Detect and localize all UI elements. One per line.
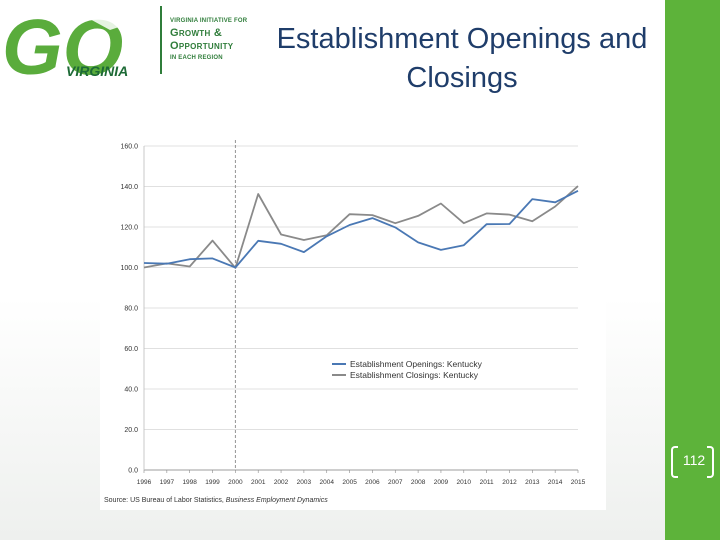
legend-label: Establishment Closings: Kentucky bbox=[350, 370, 479, 380]
chart-source: Source: US Bureau of Labor Statistics, B… bbox=[104, 497, 328, 504]
x-tick-label: 1999 bbox=[205, 479, 220, 486]
x-tick-label: 2008 bbox=[411, 479, 426, 486]
slide-title: Establishment Openings and Closings bbox=[262, 20, 662, 98]
x-tick-label: 2000 bbox=[228, 479, 243, 486]
logo-virginia-text: VIRGINIA bbox=[66, 63, 128, 79]
y-tick-label: 160.0 bbox=[120, 144, 138, 151]
slide-title-line2: Closings bbox=[406, 62, 518, 94]
tagline-bottom: IN EACH REGION bbox=[170, 55, 223, 61]
slide-title-line1: Establishment Openings and bbox=[276, 23, 648, 55]
green-side-bar bbox=[665, 0, 720, 540]
y-tick-label: 20.0 bbox=[124, 427, 138, 434]
y-tick-label: 80.0 bbox=[124, 306, 138, 313]
x-tick-label: 2004 bbox=[320, 479, 335, 486]
y-tick-label: 0.0 bbox=[128, 468, 138, 475]
page-number: 112 bbox=[682, 452, 706, 468]
logo-divider bbox=[160, 6, 162, 74]
x-tick-label: 2003 bbox=[297, 479, 312, 486]
y-tick-label: 140.0 bbox=[120, 184, 138, 191]
legend-label: Establishment Openings: Kentucky bbox=[350, 359, 483, 369]
y-tick-label: 120.0 bbox=[120, 225, 138, 232]
tagline-growth: Growth & bbox=[170, 27, 223, 39]
x-tick-label: 2007 bbox=[388, 479, 403, 486]
x-tick-label: 2014 bbox=[548, 479, 563, 486]
x-tick-label: 2011 bbox=[480, 479, 494, 486]
page-bracket-left bbox=[671, 446, 678, 478]
source-dataset: Business Employment Dynamics bbox=[225, 497, 328, 504]
source-prefix: Source: US Bureau of Labor Statistics, bbox=[104, 497, 224, 504]
x-tick-label: 2015 bbox=[571, 479, 586, 486]
x-tick-label: 1998 bbox=[182, 479, 197, 486]
x-tick-label: 2013 bbox=[525, 479, 540, 486]
x-tick-label: 2010 bbox=[457, 479, 472, 486]
x-tick-label: 2002 bbox=[274, 479, 289, 486]
tagline-top: VIRGINIA INITIATIVE FOR bbox=[170, 18, 248, 24]
x-tick-label: 1997 bbox=[160, 479, 175, 486]
y-tick-label: 40.0 bbox=[124, 387, 138, 394]
x-tick-label: 1996 bbox=[137, 479, 152, 486]
series-line-openings bbox=[143, 189, 579, 269]
x-tick-label: 2012 bbox=[502, 479, 517, 486]
series-line-closings bbox=[143, 185, 579, 269]
y-tick-label: 100.0 bbox=[120, 265, 138, 272]
tagline-opportunity: Opportunity bbox=[170, 40, 234, 52]
line-chart: 0.0 20.0 40.0 60.0 80.0 100.0 120.0 140.0 160.0 1… bbox=[120, 140, 586, 486]
y-tick-label: 60.0 bbox=[124, 346, 138, 353]
x-tick-label: 2006 bbox=[365, 479, 380, 486]
page-bracket-right bbox=[707, 446, 714, 478]
chart-panel: 0.0 20.0 40.0 60.0 80.0 100.0 120.0 140.0 160.0 1… bbox=[100, 132, 606, 510]
x-tick-label: 2005 bbox=[342, 479, 357, 486]
logo-arrow-mark bbox=[88, 8, 128, 30]
x-tick-label: 2009 bbox=[434, 479, 449, 486]
x-tick-label: 2001 bbox=[251, 479, 266, 486]
go-virginia-logo: GO VIRGINIA bbox=[2, 3, 128, 82]
